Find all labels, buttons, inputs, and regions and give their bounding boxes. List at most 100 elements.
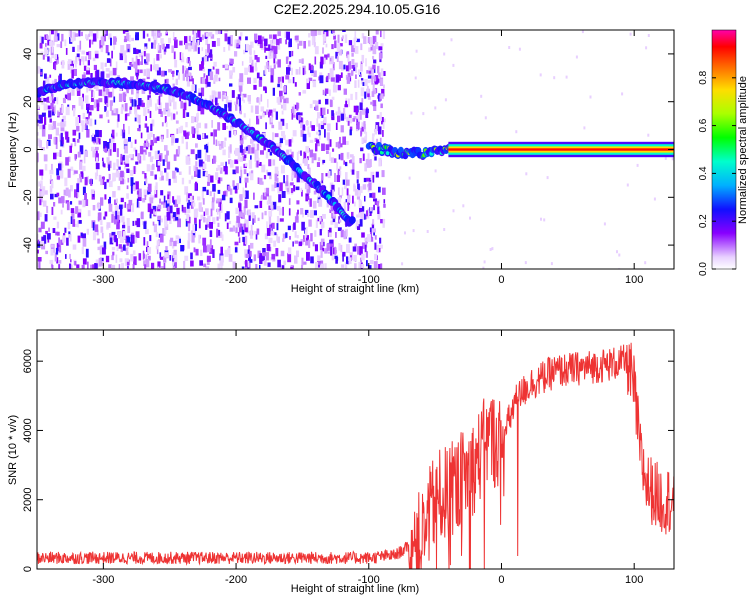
heatmap-cell [340, 72, 343, 78]
heatmap-cell [56, 221, 60, 229]
heatmap-cell [166, 129, 169, 138]
heatmap-cell [181, 204, 184, 212]
heatmap-cell [186, 209, 191, 214]
heatmap-cell [288, 38, 292, 47]
heatmap-cell [70, 201, 73, 205]
heatmap-cell [341, 187, 344, 196]
heatmap-cell [56, 257, 59, 264]
heatmap-cell [186, 81, 190, 87]
heatmap-cell [278, 121, 283, 130]
heatmap-cell [285, 39, 287, 45]
heatmap-cell [253, 215, 256, 223]
heatmap-cell [135, 161, 139, 165]
heatmap-ytick-label: -20 [22, 189, 34, 205]
heatmap-cell [270, 73, 274, 83]
heatmap-cell [320, 124, 325, 130]
heatmap-cell [308, 40, 311, 47]
heatmap-cell [100, 36, 103, 46]
heatmap-cell [317, 157, 321, 162]
heatmap-cell [90, 73, 93, 81]
heatmap-cell [330, 56, 334, 65]
heatmap-cell [244, 177, 249, 183]
heatmap-cell [108, 203, 113, 212]
heatmap-cell [144, 123, 148, 128]
heatmap-cell [277, 259, 281, 268]
heatmap-cell [347, 194, 351, 203]
snr-series-line [37, 342, 674, 569]
heatmap-cell [196, 113, 199, 119]
heatmap-cell [80, 101, 84, 110]
heatmap-cell [242, 187, 245, 195]
heatmap-cell [269, 151, 273, 156]
heatmap-cell [124, 202, 127, 208]
heatmap-cell [115, 61, 118, 70]
heatmap-cell [356, 112, 361, 119]
heatmap-cell [56, 175, 60, 180]
heatmap-cell [153, 58, 156, 66]
heatmap-cell [383, 199, 386, 204]
heatmap-cell [341, 264, 345, 268]
heatmap-cell [292, 224, 294, 232]
heatmap-cell [159, 54, 162, 59]
heatmap-cell [452, 209, 455, 213]
heatmap-cell [79, 40, 82, 50]
heatmap-cell [374, 198, 378, 205]
heatmap-cell [88, 86, 92, 92]
heatmap-cell [242, 191, 246, 198]
heatmap-cell [342, 179, 346, 185]
heatmap-cell [124, 258, 127, 266]
heatmap-cell [163, 195, 166, 203]
heatmap-cell [377, 206, 380, 214]
heatmap-cell [305, 146, 310, 153]
heatmap-cell [148, 152, 152, 157]
heatmap-cell [575, 55, 578, 59]
heatmap-cell [276, 38, 280, 46]
heatmap-cell [37, 138, 41, 143]
heatmap-cell [193, 165, 196, 172]
heatmap-cell [168, 37, 171, 44]
heatmap-cell [56, 242, 59, 252]
heatmap-cell [264, 38, 268, 47]
heatmap-cell [348, 40, 353, 46]
heatmap-cell [309, 149, 314, 158]
heatmap-cell [372, 64, 376, 70]
heatmap-cell [78, 220, 82, 224]
heatmap-cell [265, 61, 269, 69]
heatmap-cell [273, 64, 276, 69]
heatmap-cell [375, 244, 379, 253]
heatmap-cell [253, 192, 255, 200]
heatmap-cell [348, 98, 350, 107]
heatmap-cell [373, 198, 377, 202]
heatmap-cell [141, 102, 145, 107]
heatmap-cell [443, 52, 446, 56]
heatmap-cell [271, 45, 275, 54]
heatmap-cell [91, 89, 93, 97]
heatmap-cell [316, 118, 319, 127]
heatmap-cell [228, 130, 232, 138]
heatmap-cell [220, 141, 224, 149]
heatmap-cell [50, 102, 54, 110]
heatmap-cell [101, 261, 104, 266]
heatmap-cell [216, 228, 219, 238]
heatmap-cell [228, 45, 231, 51]
heatmap-cell [603, 222, 606, 226]
heatmap-cell [360, 73, 362, 78]
heatmap-cell [334, 40, 337, 49]
heatmap-cell [335, 122, 338, 130]
heatmap-cell [195, 248, 199, 256]
heatmap-cell [258, 162, 262, 166]
heatmap-cell [57, 33, 60, 41]
heatmap-cell [54, 61, 57, 65]
heatmap-cell [254, 205, 259, 209]
heatmap-cell [127, 66, 132, 70]
heatmap-cell [120, 45, 125, 54]
heatmap-cell [228, 220, 232, 225]
heatmap-cell [338, 60, 343, 70]
heatmap-cell [72, 244, 77, 250]
heatmap-cell [550, 262, 553, 266]
heatmap-cell [47, 105, 51, 110]
heatmap-cell [359, 110, 362, 120]
heatmap-cell [295, 69, 299, 75]
heatmap-cell [134, 106, 138, 115]
heatmap-cell [281, 191, 286, 198]
